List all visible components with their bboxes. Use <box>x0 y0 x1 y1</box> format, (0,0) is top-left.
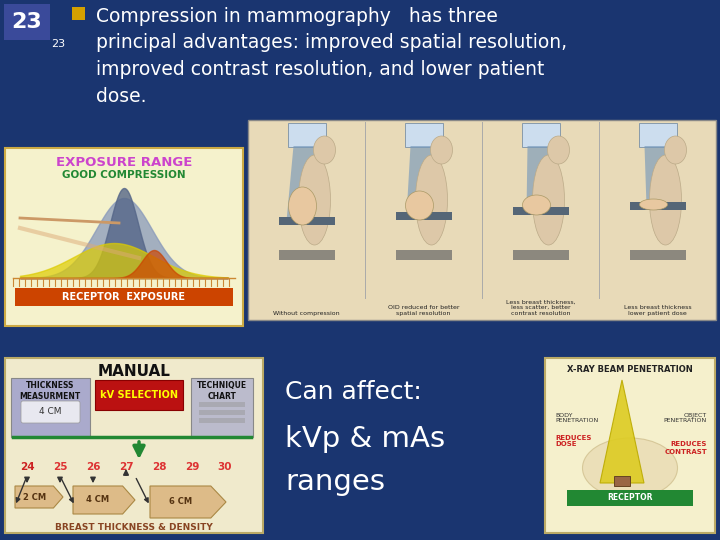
Text: OBJECT
PENETRATION: OBJECT PENETRATION <box>664 413 707 423</box>
Polygon shape <box>287 146 326 221</box>
Polygon shape <box>150 486 226 518</box>
FancyBboxPatch shape <box>395 250 451 260</box>
FancyBboxPatch shape <box>567 490 693 506</box>
FancyBboxPatch shape <box>199 418 245 423</box>
FancyBboxPatch shape <box>21 401 80 423</box>
FancyBboxPatch shape <box>15 288 233 306</box>
Text: REDUCES
CONTRAST: REDUCES CONTRAST <box>665 442 707 455</box>
Text: Compression in mammography   has three
principal advantages: improved spatial re: Compression in mammography has three pri… <box>96 7 567 105</box>
Polygon shape <box>73 486 135 514</box>
Text: BODY
PENETRATION: BODY PENETRATION <box>555 413 598 423</box>
FancyBboxPatch shape <box>5 358 263 533</box>
Ellipse shape <box>299 155 330 245</box>
Ellipse shape <box>649 155 682 245</box>
Polygon shape <box>600 380 644 483</box>
Text: kV SELECTION: kV SELECTION <box>100 390 178 400</box>
Ellipse shape <box>547 136 570 164</box>
Ellipse shape <box>639 199 667 210</box>
Polygon shape <box>407 146 441 216</box>
Text: RECEPTOR: RECEPTOR <box>607 494 653 503</box>
Bar <box>72 7 85 20</box>
Text: RECEPTOR  EXPOSURE: RECEPTOR EXPOSURE <box>63 292 186 302</box>
Text: MANUAL: MANUAL <box>98 364 171 380</box>
FancyBboxPatch shape <box>513 250 569 260</box>
Ellipse shape <box>405 191 433 220</box>
FancyBboxPatch shape <box>95 380 183 410</box>
Ellipse shape <box>431 136 452 164</box>
Ellipse shape <box>415 155 448 245</box>
Text: 27: 27 <box>119 462 133 472</box>
Text: 24: 24 <box>19 462 35 472</box>
Text: 28: 28 <box>152 462 166 472</box>
FancyBboxPatch shape <box>279 217 335 225</box>
Ellipse shape <box>523 195 551 215</box>
Text: Can affect:: Can affect: <box>285 380 422 404</box>
FancyBboxPatch shape <box>287 123 325 147</box>
Text: 26: 26 <box>86 462 100 472</box>
Text: 23: 23 <box>12 12 42 32</box>
Text: Less breast thickness,
less scatter, better
contrast resolution: Less breast thickness, less scatter, bet… <box>505 299 575 316</box>
FancyBboxPatch shape <box>11 378 90 437</box>
FancyBboxPatch shape <box>629 250 685 260</box>
FancyBboxPatch shape <box>199 410 245 415</box>
Ellipse shape <box>289 187 317 225</box>
Text: 29: 29 <box>185 462 199 472</box>
Text: 23: 23 <box>51 39 65 49</box>
Text: OID reduced for better
spatial resolution: OID reduced for better spatial resolutio… <box>388 305 459 316</box>
FancyBboxPatch shape <box>248 120 716 320</box>
Text: Less breast thickness
lower patient dose: Less breast thickness lower patient dose <box>624 305 691 316</box>
Ellipse shape <box>582 438 678 498</box>
FancyBboxPatch shape <box>513 207 569 215</box>
Ellipse shape <box>313 136 336 164</box>
FancyBboxPatch shape <box>395 212 451 220</box>
FancyBboxPatch shape <box>405 123 443 147</box>
Text: Without compression: Without compression <box>273 311 340 316</box>
Polygon shape <box>644 146 670 206</box>
Text: 25: 25 <box>53 462 67 472</box>
FancyBboxPatch shape <box>5 148 243 326</box>
Text: THICKNESS
MEASURMENT: THICKNESS MEASURMENT <box>19 381 81 401</box>
Text: EXPOSURE RANGE: EXPOSURE RANGE <box>56 156 192 168</box>
Text: 4 CM: 4 CM <box>86 496 109 504</box>
FancyBboxPatch shape <box>199 402 245 407</box>
Ellipse shape <box>533 155 564 245</box>
Polygon shape <box>526 146 554 211</box>
Text: X-RAY BEAM PENETRATION: X-RAY BEAM PENETRATION <box>567 364 693 374</box>
Text: 2 CM: 2 CM <box>22 492 46 502</box>
FancyBboxPatch shape <box>279 250 335 260</box>
FancyBboxPatch shape <box>4 4 50 40</box>
FancyBboxPatch shape <box>639 123 677 147</box>
Text: 6 CM: 6 CM <box>168 497 192 507</box>
Polygon shape <box>15 486 63 508</box>
FancyBboxPatch shape <box>191 378 253 437</box>
Text: REDUCES
DOSE: REDUCES DOSE <box>555 435 591 448</box>
Text: GOOD COMPRESSION: GOOD COMPRESSION <box>62 170 186 180</box>
Text: kVp & mAs
ranges: kVp & mAs ranges <box>285 425 445 496</box>
Text: TECHNIQUE
CHART: TECHNIQUE CHART <box>197 381 247 401</box>
FancyBboxPatch shape <box>629 202 685 210</box>
FancyBboxPatch shape <box>521 123 559 147</box>
Text: BREAST THICKNESS & DENSITY: BREAST THICKNESS & DENSITY <box>55 523 213 532</box>
FancyBboxPatch shape <box>545 358 715 533</box>
Text: 30: 30 <box>217 462 233 472</box>
Ellipse shape <box>665 136 686 164</box>
Text: 4 CM: 4 CM <box>39 408 61 416</box>
FancyBboxPatch shape <box>614 476 630 486</box>
